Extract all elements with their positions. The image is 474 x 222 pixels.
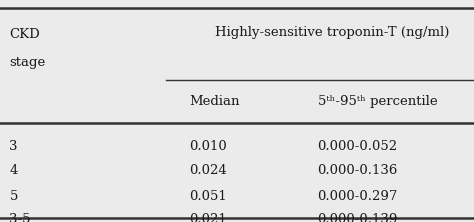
Text: 0.010: 0.010 [190, 140, 228, 153]
Text: 0.000-0.052: 0.000-0.052 [318, 140, 398, 153]
Text: 0.000-0.297: 0.000-0.297 [318, 190, 398, 203]
Text: 5ᵗʰ-95ᵗʰ percentile: 5ᵗʰ-95ᵗʰ percentile [318, 95, 437, 107]
Text: 0.051: 0.051 [190, 190, 228, 203]
Text: 0.021: 0.021 [190, 213, 228, 222]
Text: 4: 4 [9, 165, 18, 177]
Text: 3: 3 [9, 140, 18, 153]
Text: CKD: CKD [9, 28, 40, 41]
Text: stage: stage [9, 56, 46, 69]
Text: Median: Median [190, 95, 240, 107]
Text: Highly-sensitive troponin-T (ng/ml): Highly-sensitive troponin-T (ng/ml) [215, 26, 449, 39]
Text: 0.024: 0.024 [190, 165, 228, 177]
Text: 0.000-0.136: 0.000-0.136 [318, 165, 398, 177]
Text: 5: 5 [9, 190, 18, 203]
Text: 3-5: 3-5 [9, 213, 31, 222]
Text: 0.000-0.139: 0.000-0.139 [318, 213, 398, 222]
